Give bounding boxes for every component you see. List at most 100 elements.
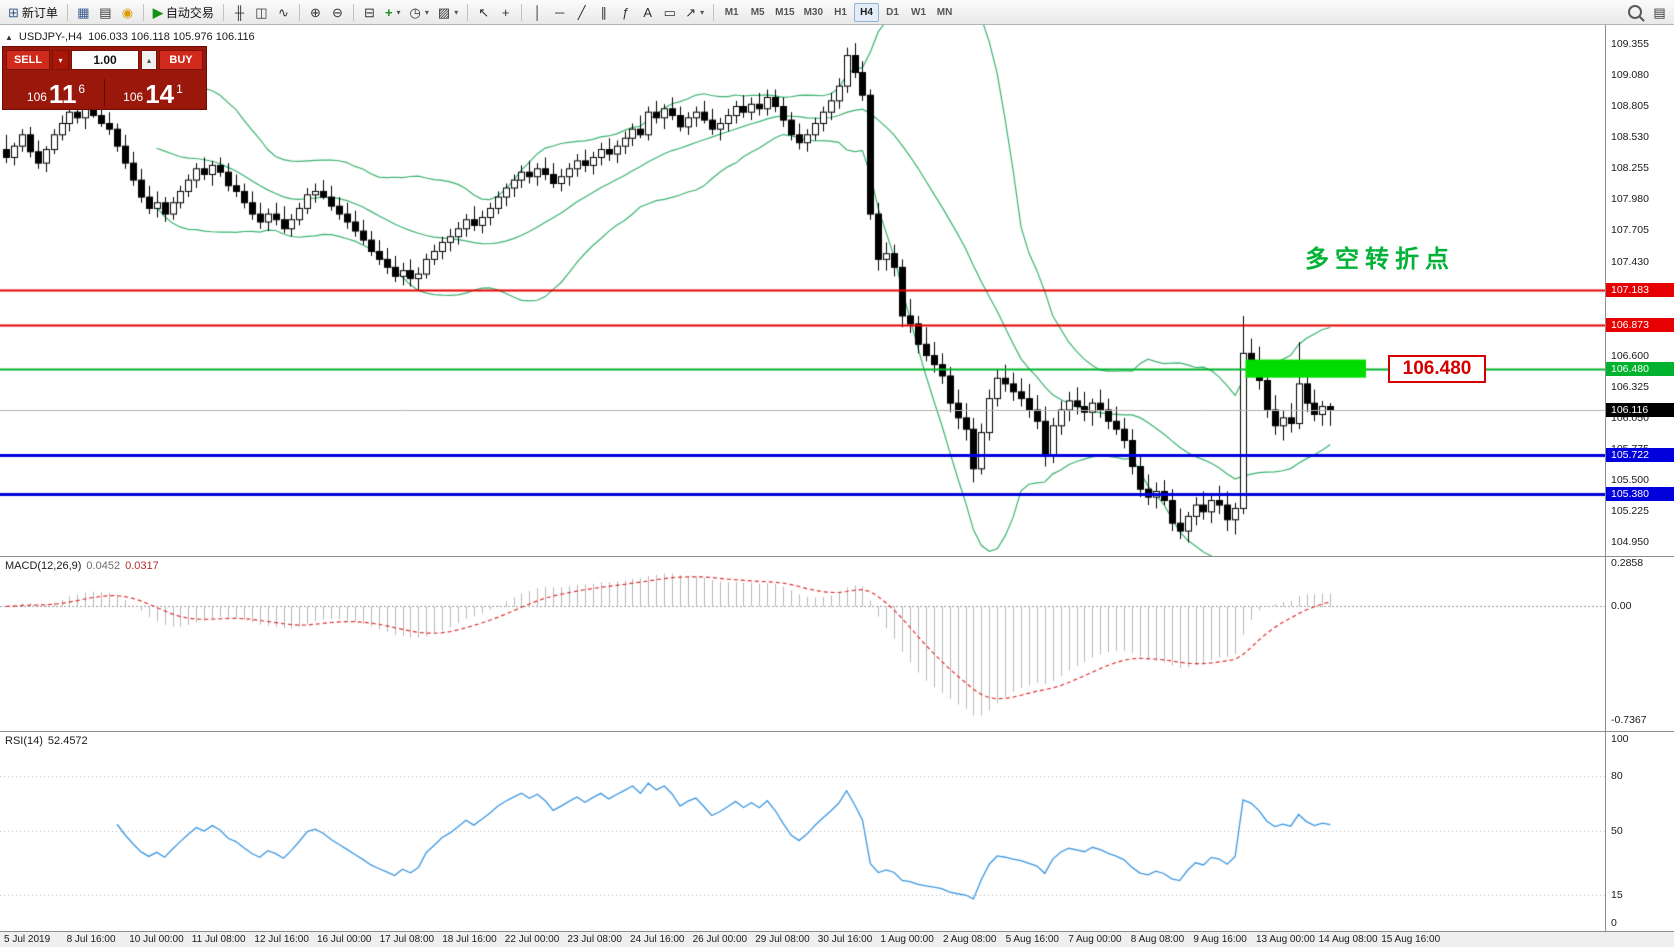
tile-windows-button[interactable]: ⊟ [359,2,380,23]
symbol-ohlc-line: ▲ USDJPY-,H4 106.033 106.118 105.976 106… [5,31,255,43]
buy-price[interactable]: 106 14 1 [105,79,201,109]
macd-label: MACD(12,26,9) 0.0452 0.0317 [5,560,159,572]
time-label: 24 Jul 16:00 [630,934,685,945]
separator [142,3,144,21]
timeframe-mn[interactable]: MN [932,3,957,22]
rsi-tick: 0 [1611,917,1617,929]
volume-up-button[interactable]: ▴ [141,50,157,70]
price-tick: 105.500 [1611,474,1649,487]
cursor-button[interactable]: ↖ [473,2,494,23]
sell-price-point: 6 [78,82,86,96]
new-order-label: 新订单 [21,5,58,20]
timeframe-m30[interactable]: M30 [800,3,827,22]
arrows-button[interactable]: ↗ ▾ [681,2,708,23]
channel-button[interactable]: ∥ [593,2,614,23]
charts-button[interactable]: ▦ [73,2,94,23]
separator [521,3,523,21]
time-label: 9 Aug 16:00 [1193,934,1247,945]
crosshair-button[interactable]: + [495,2,516,23]
new-order-button[interactable]: ⊞ 新订单 [4,2,62,23]
time-axis[interactable]: 5 Jul 2019 8 Jul 16:00 10 Jul 00:00 11 Jul … [0,931,1674,947]
time-label: 11 Jul 08:00 [191,934,246,945]
vertical-line-button[interactable]: │ [527,2,548,23]
price-marker: 106.873 [1606,317,1674,332]
time-label: 12 Jul 16:00 [254,934,309,945]
trade-controls-row: SELL ▾ ▴ BUY [6,50,203,70]
bar-chart-button[interactable]: ╫ [229,2,250,23]
new-order-icon: ⊞ [8,4,19,20]
buy-button[interactable]: BUY [159,50,203,70]
macd-signal-value: 0.0317 [125,560,159,572]
candlestick-button[interactable]: ◫ [251,2,272,23]
sell-price-pips: 11 [48,79,77,109]
timeframe-m5[interactable]: M5 [745,3,770,22]
price-level-label[interactable]: 106.480 [1388,355,1486,384]
zoom-out-button[interactable]: ⊖ [327,2,348,23]
timeframe-w1[interactable]: W1 [906,3,931,22]
periods-button[interactable]: ◷ ▾ [406,2,433,23]
horizontal-line-button[interactable]: ─ [549,2,570,23]
time-label: 8 Jul 16:00 [66,934,116,945]
trendline-button[interactable]: ╱ [571,2,592,23]
timeframe-h4[interactable]: H4 [854,2,880,22]
timeframe-h1[interactable]: H1 [828,3,853,22]
zoom-out-icon: ⊖ [331,4,343,20]
macd-axis[interactable]: 0.2858 0.00 -0.7367 [1605,557,1674,731]
buy-price-pips: 14 [145,79,175,109]
time-label: 26 Jul 00:00 [692,934,748,945]
time-label: 23 Jul 08:00 [567,934,622,945]
sell-button[interactable]: SELL [6,50,50,70]
line-chart-button[interactable]: ∿ [273,2,294,23]
ideas-button[interactable]: ◉ [117,2,138,23]
main-chart-canvas[interactable] [0,25,1606,556]
auto-trading-button[interactable]: ▶ 自动交易 [149,2,218,23]
sell-dropdown-button[interactable]: ▾ [52,50,69,70]
profiles-button[interactable]: ▤ [95,2,116,23]
macd-canvas[interactable] [0,557,1606,730]
price-tick: 106.600 [1611,349,1649,362]
separator [713,3,715,21]
rsi-tick: 80 [1611,769,1623,782]
sell-price[interactable]: 106 11 6 [8,79,104,109]
rsi-axis[interactable]: 100 80 50 15 0 [1605,732,1674,931]
price-tick: 105.225 [1611,505,1649,518]
timeframe-m15[interactable]: M15 [771,3,798,22]
separator [222,3,224,21]
zoom-in-button[interactable]: ⊕ [305,2,326,23]
templates-button[interactable]: ▨ ▾ [434,2,462,23]
trade-prices-row: 106 11 6 106 14 1 [6,70,203,109]
indicators-button[interactable]: + ▾ [381,2,405,23]
rsi-canvas[interactable] [0,732,1606,930]
fibonacci-button[interactable]: ƒ [615,2,636,23]
chevron-down-icon: ▾ [454,7,459,17]
price-tick: 106.325 [1611,380,1649,393]
sell-price-whole: 106 [26,90,47,104]
price-marker: 105.380 [1606,486,1674,501]
templates-icon: ▨ [437,4,451,20]
timeframe-d1[interactable]: D1 [880,3,905,22]
text-label-icon: ▭ [663,4,676,20]
macd-tick: 0.00 [1611,600,1632,613]
time-label: 18 Jul 16:00 [442,934,497,945]
volume-input[interactable] [71,50,139,70]
turning-point-annotation: 多空转折点 [1305,246,1455,273]
text-button[interactable]: A [637,2,658,23]
text-label-button[interactable]: ▭ [659,2,680,23]
chevron-down-icon: ▾ [700,7,705,17]
time-label: 2 Aug 08:00 [943,934,997,945]
search-button[interactable] [1624,2,1646,23]
macd-tick: 0.2858 [1611,557,1644,569]
price-tick: 109.355 [1611,37,1649,50]
mac d-indicator-panel: MACD(12,26,9) 0.0452 0.0317 0.2858 0.00 -0… [0,556,1674,731]
text-icon: A [643,4,653,20]
layers-button[interactable]: ▤ [1649,2,1670,23]
price-marker: 105.722 [1606,448,1674,462]
price-axis[interactable]: 109.355 109.080 108.805 108.530 108.255 107.9… [1605,25,1674,556]
timeframe-m1[interactable]: M1 [719,3,744,22]
time-label: 16 Jul 00:00 [317,934,372,945]
macd-name: MACD(12,26,9) [5,560,82,572]
separator [66,3,68,21]
trendline-icon: ╱ [577,4,586,20]
rsi-indicator-panel: RSI(14) 52.4572 100 80 50 15 0 [0,731,1674,931]
